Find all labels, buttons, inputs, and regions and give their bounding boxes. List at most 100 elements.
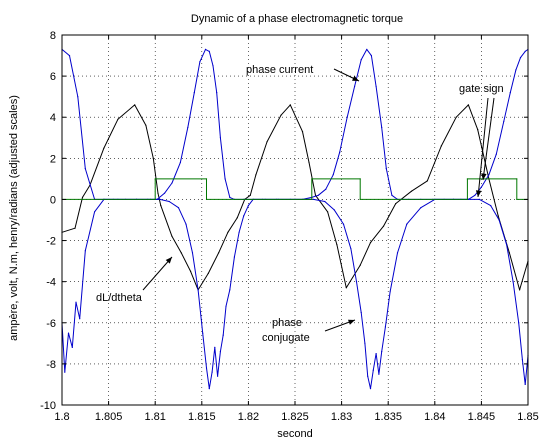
dl-dtheta-line-point	[227, 231, 229, 233]
phase-conjugate-line-point	[247, 205, 249, 207]
dl-dtheta-line-point	[171, 235, 173, 237]
phase-conjugate-line-point	[185, 223, 187, 225]
phase-current-line-point	[488, 174, 490, 176]
phase-conjugate-line-point	[222, 334, 224, 336]
dl-dtheta-line-point	[145, 124, 147, 126]
gate-sign-line	[62, 178, 528, 200]
gate-sign-arrow-1	[482, 97, 495, 181]
dl-dtheta-arrow	[142, 256, 173, 291]
gate-sign-arrow-2-head	[475, 190, 482, 197]
dl-dtheta-line-point	[426, 180, 428, 182]
gate-sign-line-point	[205, 198, 208, 200]
x-tick-label: 1.805	[95, 411, 123, 423]
annotations: phase current gate sign dL/dtheta phase conj…	[96, 64, 504, 344]
phase-current-line-point	[212, 65, 214, 67]
phase-current-line-point	[509, 92, 511, 94]
phase-conjugate-line-point	[518, 322, 520, 324]
dl-dtheta-line-point	[157, 192, 159, 194]
phase-current-line-point	[325, 188, 327, 190]
phase-conjugate-line-point	[406, 223, 408, 225]
phase-conjugate-label-1: phase	[272, 317, 302, 329]
phase-conjugate-line-point	[367, 375, 369, 377]
dl-dtheta-line-point	[477, 129, 479, 131]
phase-conjugate-line-point	[67, 332, 70, 334]
dl-dtheta-line-point	[455, 116, 457, 118]
phase-conjugate-line-point	[313, 198, 315, 200]
dl-dtheta-line-point	[236, 217, 238, 219]
x-tick-label: 1.8	[54, 411, 69, 423]
phase-current-line-point	[224, 178, 226, 180]
phase-current-line-point	[370, 55, 372, 57]
phase-conjugate-line-point	[202, 332, 204, 334]
dl-dtheta-line-point	[369, 242, 372, 244]
gate-sign-line-point	[359, 198, 361, 200]
dl-dtheta-line-point	[218, 252, 220, 254]
phase-current-line-point	[503, 120, 505, 122]
phase-conjugate-line-point	[350, 248, 352, 250]
phase-current-line-point	[219, 137, 221, 139]
y-tick-label: -6	[46, 318, 56, 330]
phase-conjugate-line-point	[211, 371, 213, 373]
dl-dtheta-line-point	[103, 147, 105, 149]
phase-conjugate-line-point	[333, 209, 335, 211]
ticks: 1.8 1.805 1.81 1.815 1.82 1.825 1.83 1.835 1.84 1…	[40, 30, 539, 423]
phase-current-line-point	[68, 55, 71, 57]
dl-dtheta-line-point	[395, 203, 397, 205]
phase-conjugate-line-point	[381, 351, 383, 353]
phase-current-line-point	[515, 69, 517, 71]
y-tick-label: 4	[50, 112, 56, 124]
phase-current-line-point	[480, 186, 482, 188]
phase-current-line-point	[332, 174, 334, 176]
phase-conjugate-line-point	[478, 198, 481, 200]
phase-conjugate-line-point	[498, 219, 500, 221]
phase-conjugate-line-point	[75, 301, 77, 303]
phase-current-line-point	[519, 57, 522, 59]
dl-dtheta-line-point	[345, 287, 347, 289]
x-tick-label: 1.81	[144, 411, 165, 423]
phase-conjugate-line-point	[360, 311, 362, 314]
phase-current-line-point	[495, 153, 497, 155]
phase-conjugate-line-point	[64, 371, 66, 373]
phase-conjugate-line-point	[208, 388, 210, 390]
phase-conjugate-line-point	[342, 223, 345, 225]
phase-conjugate-line-point	[524, 383, 526, 385]
gate-sign-line-point	[516, 198, 518, 200]
phase-current-line-point	[524, 50, 526, 53]
dl-dtheta-line-point	[180, 252, 182, 254]
dl-dtheta-line	[61, 104, 529, 291]
gate-sign-label: gate sign	[459, 83, 504, 95]
dl-dtheta-line-point	[359, 264, 361, 266]
phase-conjugate-line-point	[225, 305, 227, 307]
phase-conjugate-line-point	[396, 252, 399, 254]
gate-sign-line-point	[516, 178, 518, 180]
dl-dtheta-line-point	[207, 272, 209, 274]
phase-current-line-point	[381, 126, 383, 129]
phase-conjugate-line-point	[197, 289, 199, 291]
phase-conjugate-line-point	[372, 369, 374, 371]
phase-conjugate-line-point	[229, 289, 231, 291]
phase-conjugate-line-point	[375, 353, 377, 355]
gate-sign-arrow-1-head	[481, 173, 487, 180]
phase-conjugate-label-2: conjugate	[262, 332, 310, 344]
dl-dtheta-line-point	[289, 104, 291, 106]
gate-sign-line-point	[154, 178, 156, 180]
phase-current-line-point	[391, 194, 393, 196]
dl-dtheta-line-point	[249, 194, 251, 196]
dl-dtheta-line-point	[190, 270, 192, 272]
phase-conjugate-line-point	[205, 367, 208, 369]
phase-conjugate-line-point	[238, 231, 240, 233]
phase-current-line-point	[199, 61, 201, 63]
phase-current-line-point	[375, 85, 377, 87]
phase-current-line-point	[163, 192, 166, 194]
phase-current-label: phase current	[246, 64, 313, 76]
dl-dtheta-line-point	[336, 244, 338, 246]
phase-current-line-point	[385, 168, 387, 170]
dl-dtheta-line-point	[280, 114, 282, 116]
phase-conjugate-line-point	[177, 207, 180, 209]
phase-conjugate-line-point	[214, 346, 216, 348]
phase-current-line-point	[346, 116, 348, 118]
dl-dtheta-line-point	[382, 225, 385, 227]
dl-dtheta-line-point	[497, 215, 499, 217]
phase-conjugate-line-point	[384, 326, 386, 328]
